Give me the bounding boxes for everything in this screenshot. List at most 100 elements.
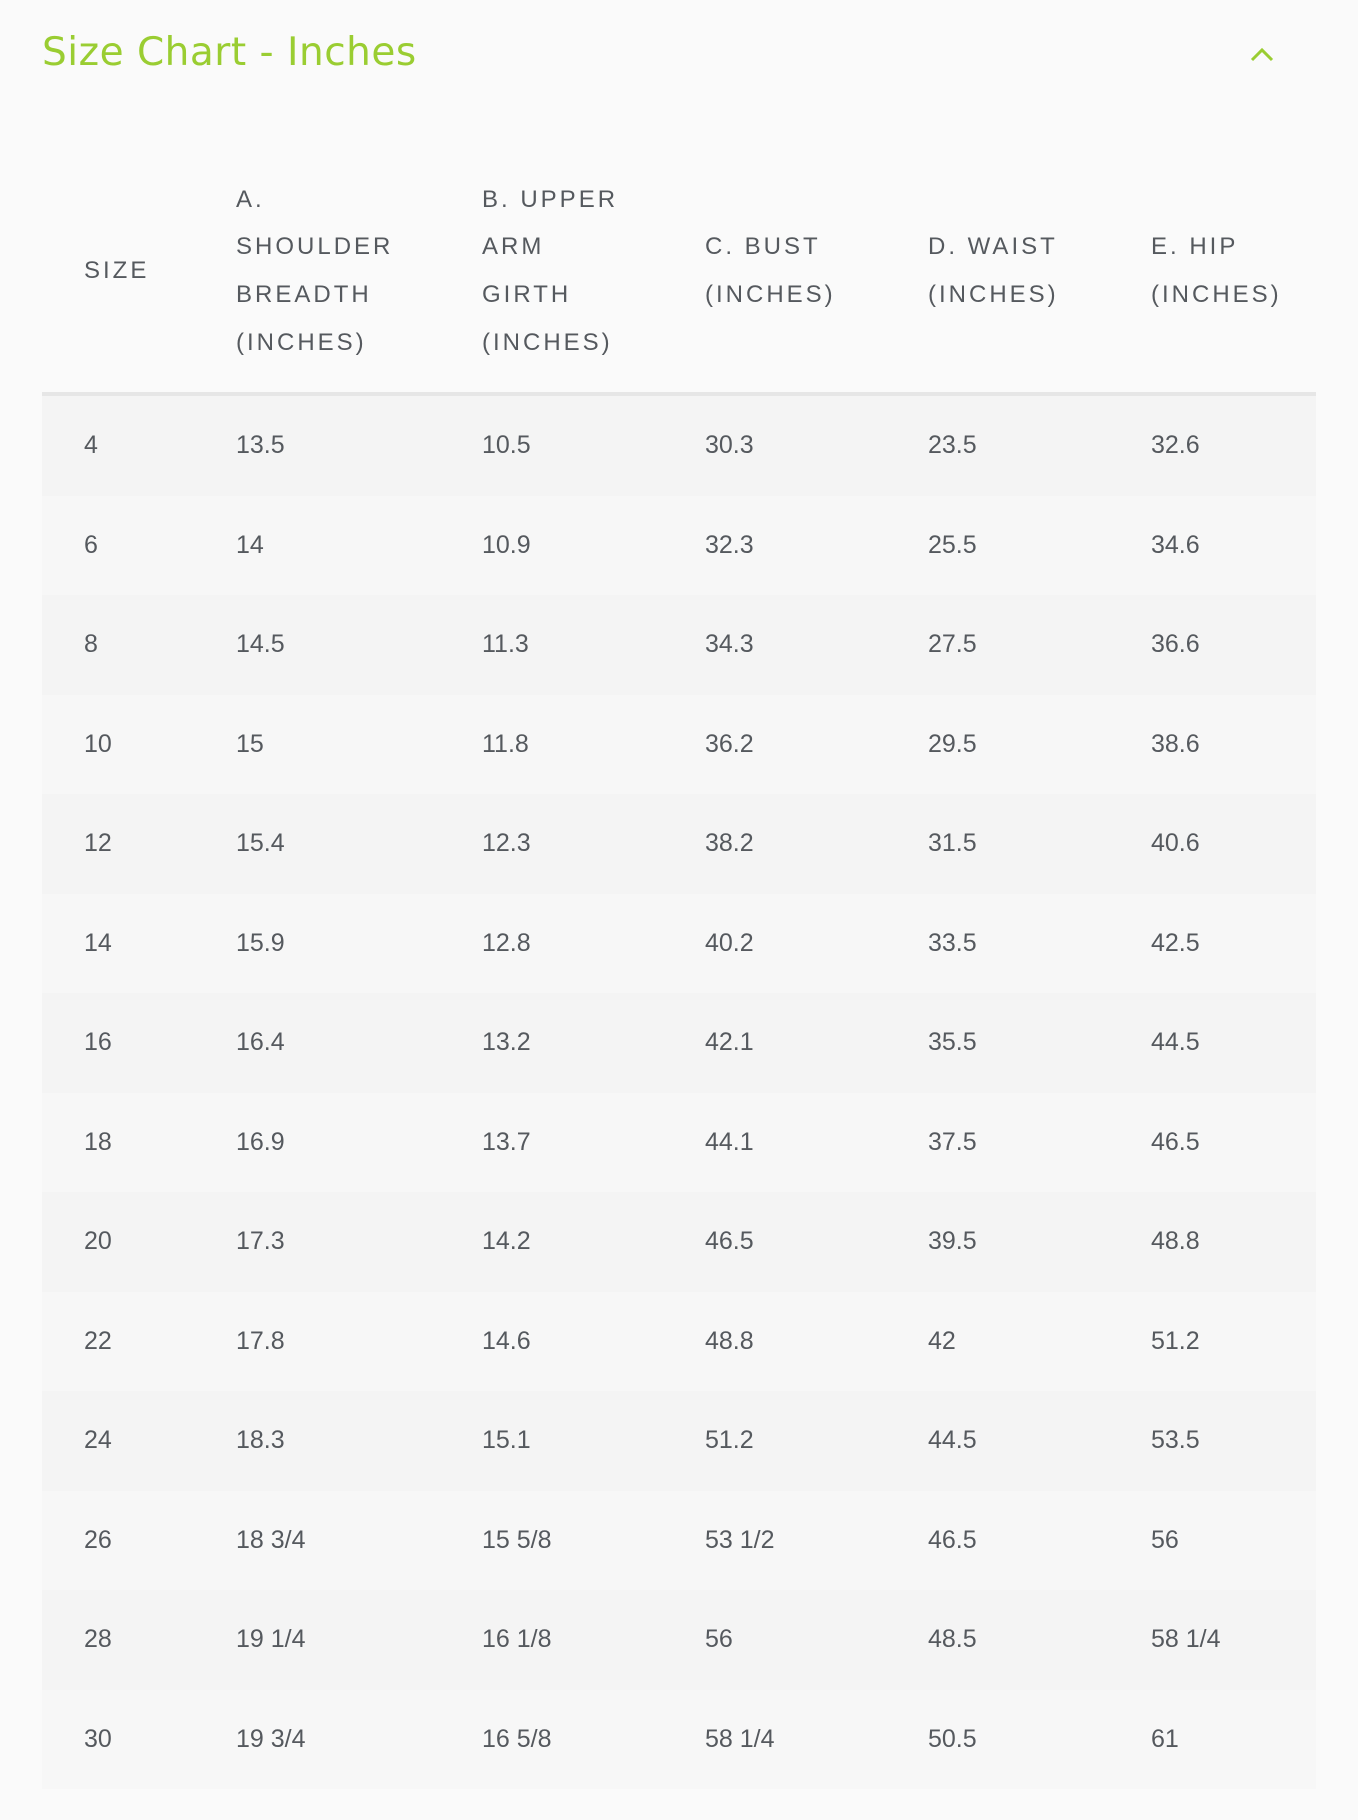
cell-waist: 31.5 — [928, 829, 977, 858]
table-row: 6 14 10.9 32.3 25.5 34.6 — [42, 495, 1316, 595]
header-bust-label: C. BUST (INCHES) — [705, 233, 836, 308]
table-row: 20 17.3 14.2 46.5 39.5 48.8 — [42, 1192, 1316, 1292]
cell-bust: 36.2 — [705, 729, 754, 758]
cell-bust: 34.3 — [705, 630, 754, 659]
header-upper-arm-label: B. UPPER ARM GIRTH (INCHES) — [482, 185, 619, 356]
cell-shoulder: 15 — [236, 729, 264, 758]
cell-bust: 42.1 — [705, 1028, 754, 1057]
cell-upper-arm: 11.3 — [482, 630, 529, 659]
cell-size: 14 — [84, 928, 112, 957]
cell-hip: 32.6 — [1151, 431, 1200, 460]
cell-waist: 25.5 — [928, 530, 977, 559]
cell-upper-arm: 13.2 — [482, 1028, 531, 1057]
cell-size: 6 — [84, 530, 98, 559]
cell-shoulder: 16.9 — [236, 1127, 285, 1156]
cell-upper-arm: 12.8 — [482, 928, 531, 957]
cell-waist: 39.5 — [928, 1227, 977, 1256]
header-waist: D. WAIST (INCHES) — [928, 150, 1151, 396]
cell-waist: 48.5 — [928, 1625, 977, 1654]
cell-bust: 53 1/2 — [705, 1525, 775, 1554]
cell-bust: 51.2 — [705, 1426, 754, 1455]
cell-bust: 38.2 — [705, 829, 754, 858]
table-row: 22 17.8 14.6 48.8 42 51.2 — [42, 1291, 1316, 1391]
cell-size: 22 — [84, 1326, 112, 1355]
cell-hip: 36.6 — [1151, 630, 1200, 659]
cell-upper-arm: 15 5/8 — [482, 1525, 552, 1554]
table-row: 8 14.5 11.3 34.3 27.5 36.6 — [42, 595, 1316, 695]
cell-shoulder: 17.8 — [236, 1326, 285, 1355]
cell-hip: 46.5 — [1151, 1127, 1200, 1156]
cell-size: 26 — [84, 1525, 112, 1554]
cell-bust: 56 — [705, 1625, 733, 1654]
cell-hip: 56 — [1151, 1525, 1179, 1554]
cell-size: 12 — [84, 829, 112, 858]
cell-bust: 58 1/4 — [705, 1724, 775, 1753]
cell-waist: 29.5 — [928, 729, 977, 758]
cell-upper-arm: 11.8 — [482, 729, 529, 758]
header-size: SIZE — [42, 150, 236, 396]
cell-size: 18 — [84, 1127, 112, 1156]
cell-hip: 40.6 — [1151, 829, 1200, 858]
table-row: 30 19 3/4 16 5/8 58 1/4 50.5 61 — [42, 1689, 1316, 1789]
chevron-up-icon[interactable] — [1248, 44, 1276, 66]
table-row: 4 13.5 10.5 30.3 23.5 32.6 — [42, 394, 1316, 496]
cell-waist: 23.5 — [928, 431, 977, 460]
cell-waist: 46.5 — [928, 1525, 977, 1554]
cell-bust: 30.3 — [705, 431, 754, 460]
cell-size: 10 — [84, 729, 112, 758]
cell-hip: 61 — [1151, 1724, 1179, 1753]
cell-upper-arm: 15.1 — [482, 1426, 531, 1455]
cell-shoulder: 19 1/4 — [236, 1625, 306, 1654]
cell-upper-arm: 14.6 — [482, 1326, 531, 1355]
header-shoulder-label: A. SHOULDER BREADTH (INCHES) — [236, 185, 394, 356]
cell-upper-arm: 16 5/8 — [482, 1724, 552, 1753]
cell-hip: 53.5 — [1151, 1426, 1200, 1455]
cell-upper-arm: 14.2 — [482, 1227, 531, 1256]
header-bust: C. BUST (INCHES) — [705, 150, 928, 396]
header-upper-arm: B. UPPER ARM GIRTH (INCHES) — [482, 150, 705, 396]
cell-size: 28 — [84, 1625, 112, 1654]
table-row: 12 15.4 12.3 38.2 31.5 40.6 — [42, 794, 1316, 894]
cell-hip: 38.6 — [1151, 729, 1200, 758]
cell-bust: 48.8 — [705, 1326, 754, 1355]
header-row: SIZE A. SHOULDER BREADTH (INCHES) B. UPP… — [42, 150, 1316, 396]
cell-bust: 32.3 — [705, 530, 754, 559]
cell-upper-arm: 16 1/8 — [482, 1625, 552, 1654]
cell-size: 24 — [84, 1426, 112, 1455]
cell-shoulder: 13.5 — [236, 431, 285, 460]
cell-size: 16 — [84, 1028, 112, 1057]
header-waist-label: D. WAIST (INCHES) — [928, 233, 1059, 308]
cell-hip: 44.5 — [1151, 1028, 1200, 1057]
cell-hip: 42.5 — [1151, 928, 1200, 957]
cell-upper-arm: 12.3 — [482, 829, 531, 858]
cell-waist: 27.5 — [928, 630, 977, 659]
cell-waist: 44.5 — [928, 1426, 977, 1455]
table-row: 10 15 11.8 36.2 29.5 38.6 — [42, 694, 1316, 794]
table-row: 26 18 3/4 15 5/8 53 1/2 46.5 56 — [42, 1490, 1316, 1590]
cell-hip: 58 1/4 — [1151, 1625, 1221, 1654]
header-hip-label: E. HIP (INCHES) — [1151, 233, 1282, 308]
cell-waist: 42 — [928, 1326, 956, 1355]
header-shoulder: A. SHOULDER BREADTH (INCHES) — [236, 150, 482, 396]
cell-upper-arm: 10.5 — [482, 431, 531, 460]
cell-shoulder: 16.4 — [236, 1028, 285, 1057]
size-chart-table: SIZE A. SHOULDER BREADTH (INCHES) B. UPP… — [42, 150, 1316, 1789]
cell-hip: 51.2 — [1151, 1326, 1200, 1355]
cell-shoulder: 19 3/4 — [236, 1724, 306, 1753]
cell-upper-arm: 10.9 — [482, 530, 531, 559]
cell-shoulder: 18 3/4 — [236, 1525, 306, 1554]
cell-size: 8 — [84, 630, 98, 659]
table-row: 16 16.4 13.2 42.1 35.5 44.5 — [42, 993, 1316, 1093]
cell-waist: 35.5 — [928, 1028, 977, 1057]
table-row: 18 16.9 13.7 44.1 37.5 46.5 — [42, 1092, 1316, 1192]
table-row: 28 19 1/4 16 1/8 56 48.5 58 1/4 — [42, 1590, 1316, 1690]
cell-bust: 40.2 — [705, 928, 754, 957]
table-row: 14 15.9 12.8 40.2 33.5 42.5 — [42, 893, 1316, 993]
cell-shoulder: 14 — [236, 530, 264, 559]
cell-bust: 44.1 — [705, 1127, 754, 1156]
cell-shoulder: 15.4 — [236, 829, 285, 858]
cell-hip: 48.8 — [1151, 1227, 1200, 1256]
cell-shoulder: 15.9 — [236, 928, 285, 957]
cell-shoulder: 14.5 — [236, 630, 285, 659]
cell-shoulder: 18.3 — [236, 1426, 285, 1455]
